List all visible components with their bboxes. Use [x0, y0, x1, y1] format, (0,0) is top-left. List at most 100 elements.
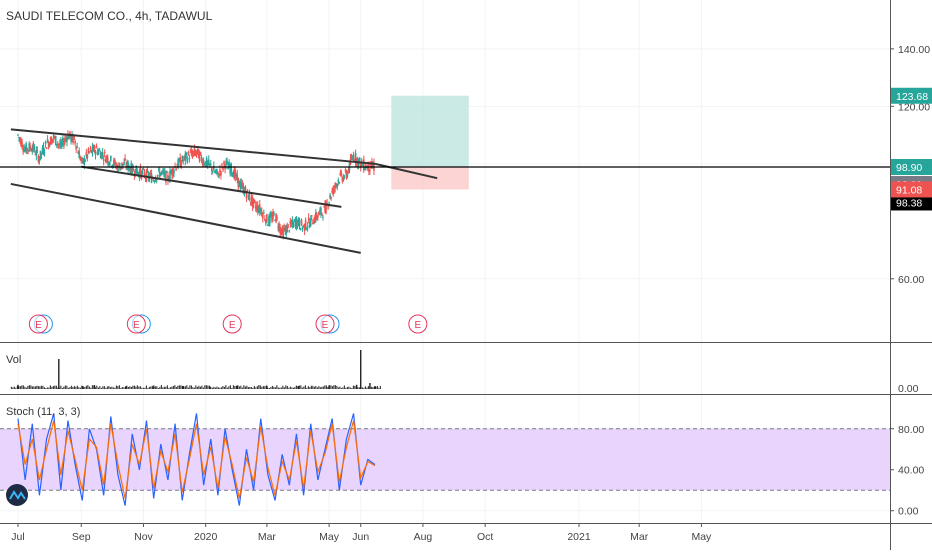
candle-body [142, 168, 145, 170]
volume-tick [36, 385, 38, 389]
candle-body [216, 169, 218, 173]
candle-body [31, 147, 34, 152]
candle-body [22, 149, 24, 151]
volume-tick [310, 385, 312, 389]
candle-body [192, 151, 195, 154]
candle-body [370, 161, 372, 169]
volume-tick [279, 387, 281, 389]
candle-body [113, 159, 115, 166]
volume-tick [241, 387, 243, 389]
volume-tick [277, 387, 279, 389]
volume-tick [42, 385, 44, 389]
volume-tick [49, 385, 51, 389]
candle-body [240, 182, 243, 189]
volume-tick [321, 386, 323, 389]
volume-tick [199, 386, 201, 389]
candle-body [100, 152, 103, 159]
candle-body [204, 161, 207, 167]
volume-tick [142, 387, 144, 389]
tradingview-logo-mark [9, 490, 26, 500]
volume-tick [103, 386, 105, 389]
x-tick-label: Jul [11, 531, 24, 543]
candle-body [267, 224, 269, 226]
candle-body [231, 172, 233, 175]
candle-body [336, 184, 339, 188]
volume-tick [195, 385, 197, 389]
volume-tick [298, 385, 300, 389]
candle-body [283, 227, 286, 231]
volume-tick [369, 386, 371, 389]
volume-tick [141, 387, 143, 389]
candle-body [198, 152, 201, 162]
candle-body [41, 147, 44, 153]
volume-tick [139, 386, 141, 389]
candle-body [21, 141, 23, 148]
volume-tick [66, 385, 68, 389]
candle-body [121, 162, 123, 168]
volume-tick [340, 387, 342, 389]
volume-tick [198, 385, 200, 389]
candle-body [219, 169, 221, 173]
volume-bar [236, 386, 238, 389]
candle-body [314, 217, 316, 223]
candle-body [359, 162, 362, 169]
volume-bar [369, 383, 371, 389]
candle-body [281, 227, 283, 232]
candle-body [342, 175, 345, 181]
candle-body [311, 223, 314, 225]
candle-body [78, 151, 80, 159]
candle-body [226, 160, 228, 162]
candle-body [315, 212, 317, 221]
candle-body [353, 160, 356, 162]
volume-tick [15, 387, 17, 389]
earnings-marker [28, 314, 48, 334]
candle-body [59, 143, 61, 146]
candle-body [202, 160, 205, 164]
volume-tick [57, 387, 59, 389]
earnings-marker-label: E [133, 320, 140, 331]
volume-tick [214, 387, 216, 389]
trendline [374, 162, 438, 180]
candle-body [351, 157, 354, 160]
volume-tick [280, 387, 282, 389]
volume-tick [232, 385, 234, 389]
candle-body [53, 136, 56, 138]
volume-tick [349, 387, 351, 389]
x-tick-label: 2020 [194, 531, 218, 543]
candle-body [71, 133, 73, 141]
candle-body [132, 168, 135, 172]
earnings-marker-label: E [415, 320, 422, 331]
volume-tick [333, 385, 335, 389]
candle-body [67, 133, 69, 140]
volume-tick [228, 386, 230, 389]
candle-body [64, 138, 66, 142]
volume-tick [288, 387, 290, 389]
candle-body [89, 148, 92, 150]
candle-body [170, 172, 172, 174]
volume-tick [316, 387, 318, 389]
volume-tick [174, 385, 176, 389]
volume-tick [346, 387, 348, 389]
volume-tick [234, 386, 236, 389]
volume-tick [295, 385, 297, 389]
candle-body [193, 148, 196, 155]
candle-body [228, 162, 230, 168]
candle-body [94, 151, 97, 156]
volume-tick [106, 386, 108, 389]
candle-body [48, 142, 51, 147]
volume-tick [187, 387, 189, 389]
volume-tick [115, 385, 117, 389]
candle-body [324, 204, 326, 212]
volume-tick [373, 387, 375, 389]
candle-body [102, 159, 105, 161]
volume-tick [282, 385, 284, 389]
volume-tick [202, 387, 204, 389]
candle-body [30, 150, 33, 152]
candle-body [220, 171, 222, 176]
candle-body [182, 160, 185, 162]
volume-tick [261, 386, 263, 389]
volume-bar [125, 386, 127, 389]
candle-body [74, 140, 76, 144]
volume-tick [10, 386, 12, 389]
